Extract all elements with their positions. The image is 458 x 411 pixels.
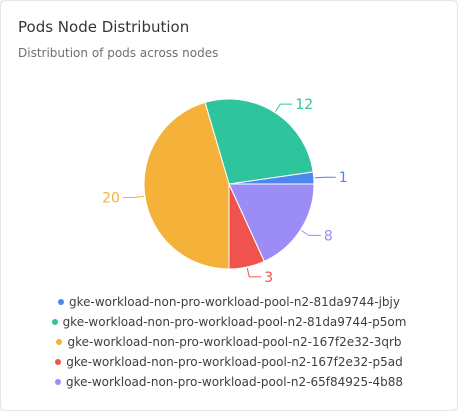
card-subtitle: Distribution of pods across nodes bbox=[18, 46, 219, 60]
legend-item[interactable]: gke-workload-non-pro-workload-pool-n2-16… bbox=[0, 332, 458, 352]
legend-dot-icon bbox=[54, 379, 61, 385]
legend-label: gke-workload-non-pro-workload-pool-n2-81… bbox=[69, 295, 400, 309]
pie-data-label: 1 bbox=[339, 170, 348, 186]
pie-data-label: 8 bbox=[324, 228, 333, 244]
pie-slice[interactable] bbox=[204, 98, 314, 185]
legend-label: gke-workload-non-pro-workload-pool-n2-16… bbox=[67, 335, 402, 349]
legend-label: gke-workload-non-pro-workload-pool-n2-81… bbox=[62, 315, 407, 329]
chart-legend: gke-workload-non-pro-workload-pool-n2-81… bbox=[0, 292, 458, 392]
legend-item[interactable]: gke-workload-non-pro-workload-pool-n2-65… bbox=[0, 372, 458, 392]
pie-data-label: 12 bbox=[295, 97, 313, 113]
pie-data-label: 3 bbox=[264, 270, 273, 286]
legend-dot-icon bbox=[56, 339, 63, 345]
pie-label-leader bbox=[314, 176, 336, 179]
pie-label-leader bbox=[122, 195, 144, 199]
pie-data-label: 20 bbox=[102, 191, 120, 207]
legend-item[interactable]: gke-workload-non-pro-workload-pool-n2-81… bbox=[0, 292, 458, 312]
pie-label-leader bbox=[301, 230, 321, 236]
legend-label: gke-workload-non-pro-workload-pool-n2-65… bbox=[65, 375, 403, 389]
card-title: Pods Node Distribution bbox=[18, 18, 190, 36]
legend-dot-icon bbox=[58, 299, 64, 305]
pie-chart: 1 12 20 3 8 bbox=[102, 97, 348, 286]
pie-slice[interactable] bbox=[228, 183, 315, 262]
pie-label-leader bbox=[246, 267, 262, 278]
pie-label-leader bbox=[275, 103, 293, 112]
legend-item[interactable]: gke-workload-non-pro-workload-pool-n2-81… bbox=[0, 312, 458, 332]
legend-dot-icon bbox=[51, 319, 58, 325]
legend-item[interactable]: gke-workload-non-pro-workload-pool-n2-16… bbox=[0, 352, 458, 372]
legend-label: gke-workload-non-pro-workload-pool-n2-16… bbox=[66, 355, 403, 369]
pie-slice[interactable] bbox=[143, 101, 230, 270]
legend-dot-icon bbox=[55, 359, 62, 365]
